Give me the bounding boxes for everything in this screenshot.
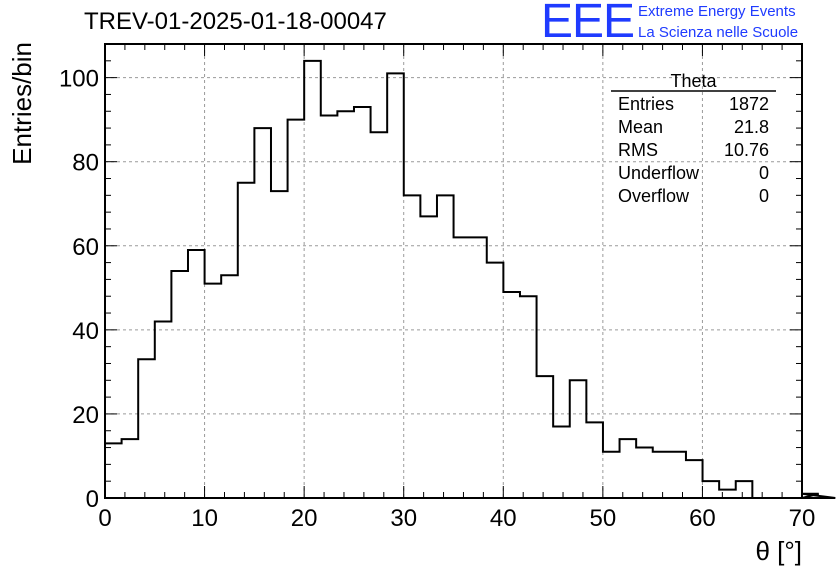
stats-label: Underflow <box>618 163 700 183</box>
stats-value: 0 <box>759 186 769 206</box>
histogram-bin <box>171 271 188 498</box>
y-tick-label: 80 <box>72 150 99 177</box>
histogram-bin <box>503 292 520 498</box>
histogram-bin <box>669 452 686 498</box>
histogram-bin <box>238 183 255 498</box>
stats-label: Mean <box>618 117 663 137</box>
histogram-bin <box>321 115 338 498</box>
histogram-bin <box>122 439 139 498</box>
stats-label: Entries <box>618 94 674 114</box>
histogram-bin <box>553 427 570 498</box>
histogram-bin <box>603 452 620 498</box>
stats-label: Overflow <box>618 186 690 206</box>
y-axis-label: Entries/bin <box>7 42 37 165</box>
x-tick-label: 10 <box>191 505 218 532</box>
histogram-bin <box>105 443 122 498</box>
histogram-bin <box>205 284 222 498</box>
histogram-bin <box>387 73 404 498</box>
histogram-series-theta <box>104 59 836 499</box>
histogram-bin <box>520 296 537 498</box>
stats-value: 10.76 <box>724 140 769 160</box>
histogram-bin <box>719 490 736 498</box>
histogram-bin <box>686 460 703 498</box>
histogram-bin <box>254 128 271 498</box>
histogram-bin <box>304 61 321 498</box>
x-tick-label: 50 <box>590 505 617 532</box>
histogram-bin <box>155 321 172 498</box>
plot-frame <box>104 43 803 499</box>
histogram-bin <box>221 275 238 498</box>
histogram-bin <box>404 195 421 498</box>
y-tick-label: 60 <box>72 234 99 261</box>
histogram-bin <box>570 380 587 498</box>
x-tick-label: 30 <box>390 505 417 532</box>
x-tick-label: 0 <box>98 505 111 532</box>
x-tick-label: 60 <box>689 505 716 532</box>
histogram-bin <box>288 120 305 498</box>
histogram-bin <box>636 448 653 498</box>
stats-title: Theta <box>670 71 717 91</box>
stats-label: RMS <box>618 140 658 160</box>
stats-value: 1872 <box>729 94 769 114</box>
x-tick-label: 20 <box>291 505 318 532</box>
histogram-bin <box>371 132 388 498</box>
logo-line-2: La Scienza nelle Scuole <box>638 24 799 41</box>
y-tick-label: 40 <box>72 318 99 345</box>
histogram-bin <box>354 107 371 498</box>
stats-value: 0 <box>759 163 769 183</box>
histogram-bin <box>736 481 753 498</box>
histogram-bin <box>537 376 554 498</box>
histogram-bin <box>703 481 720 498</box>
chart-title: TREV-01-2025-01-18-00047 <box>84 8 387 35</box>
histogram-bin <box>653 452 670 498</box>
histogram-bin <box>470 237 487 498</box>
logo-line-1: Extreme Energy Events <box>638 3 796 20</box>
x-tick-label: 40 <box>490 505 517 532</box>
histogram-bin <box>487 263 504 498</box>
y-tick-label: 20 <box>72 402 99 429</box>
histogram-bin <box>271 191 288 498</box>
histogram-bin <box>620 439 637 498</box>
x-tick-label: 70 <box>789 505 816 532</box>
x-axis-label: θ [°] <box>755 536 802 566</box>
histogram-bin <box>586 422 603 498</box>
histogram-bin <box>454 237 471 498</box>
y-tick-label: 0 <box>86 486 99 513</box>
histogram-bin <box>420 216 437 498</box>
histogram-bin <box>337 111 354 498</box>
eee-logo: EEE <box>541 0 635 48</box>
histogram-bin <box>437 195 454 498</box>
histogram-bin <box>188 250 205 498</box>
y-tick-label: 100 <box>59 66 99 93</box>
stats-value: 21.8 <box>734 117 769 137</box>
histogram-bin <box>138 359 155 498</box>
